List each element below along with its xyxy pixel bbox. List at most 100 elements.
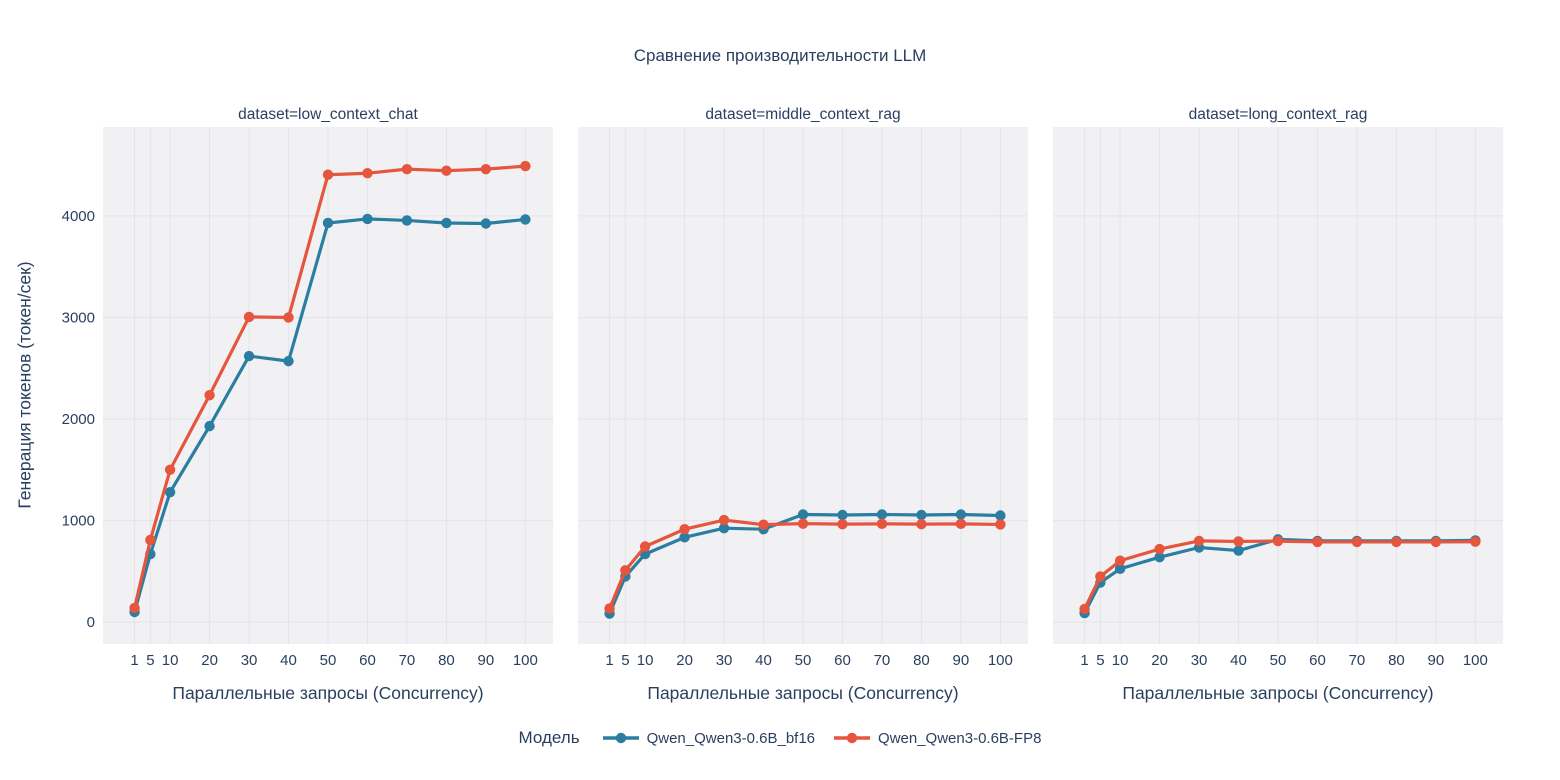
data-point-bf16 — [204, 420, 215, 432]
y-tick-label: 0 — [87, 614, 95, 631]
data-point-bf16 — [876, 509, 888, 520]
x-tick-label: 30 — [241, 652, 258, 669]
data-point-bf16 — [837, 509, 848, 521]
legend-entry-fp8[interactable]: Qwen_Qwen3-0.6B-FP8 — [833, 730, 1041, 747]
x-tick-label: 80 — [438, 652, 455, 669]
x-tick-label: 20 — [201, 652, 218, 669]
x-tick-label: 1 — [1080, 652, 1088, 669]
data-point-bf16 — [955, 509, 967, 520]
y-tick-label: 3000 — [62, 309, 95, 326]
data-point-bf16 — [243, 350, 255, 362]
data-point-fp8 — [916, 518, 927, 530]
x-tick-label: 1 — [605, 652, 613, 669]
x-tick-label: 1 — [130, 652, 138, 669]
x-tick-label: 5 — [1096, 652, 1104, 669]
x-tick-label: 30 — [716, 652, 733, 669]
data-point-fp8 — [679, 524, 690, 535]
data-point-fp8 — [718, 514, 730, 526]
data-point-fp8 — [1154, 543, 1165, 555]
data-point-bf16 — [679, 532, 690, 543]
data-point-bf16 — [995, 510, 1006, 521]
data-point-bf16 — [164, 486, 176, 498]
legend: Модель Qwen_Qwen3-0.6B_bf16 Qwen_Qwen3-0… — [0, 728, 1560, 748]
data-point-bf16 — [718, 523, 730, 534]
data-point-fp8 — [1351, 536, 1363, 548]
data-point-fp8 — [480, 163, 492, 175]
x-tick-label: 40 — [1230, 652, 1247, 669]
data-point-fp8 — [620, 565, 631, 576]
facet-title-long-context-rag: dataset=long_context_rag — [1188, 106, 1368, 123]
x-tick-label: 10 — [637, 652, 654, 669]
data-point-fp8 — [837, 518, 848, 530]
data-point-bf16 — [322, 217, 334, 229]
data-point-bf16 — [797, 509, 809, 520]
x-axis-title-1: Параллельные запросы (Concurrency) — [172, 683, 484, 703]
data-point-bf16 — [1154, 551, 1165, 563]
data-point-fp8 — [1312, 536, 1323, 548]
x-tick-label: 5 — [146, 652, 154, 669]
data-point-fp8 — [1470, 536, 1481, 547]
x-tick-label: 50 — [320, 652, 337, 669]
data-point-fp8 — [362, 168, 373, 179]
legend-title: Модель — [518, 728, 580, 747]
data-point-fp8 — [164, 464, 176, 476]
x-tick-label: 50 — [1270, 652, 1287, 669]
legend-label-bf16: Qwen_Qwen3-0.6B_bf16 — [646, 729, 816, 747]
chart-title: Сравнение производительности LLM — [633, 46, 927, 65]
x-tick-label: 70 — [874, 652, 891, 669]
y-tick-label: 1000 — [62, 513, 95, 530]
x-tick-label: 5 — [621, 652, 629, 669]
x-tick-label: 40 — [280, 652, 297, 669]
data-point-fp8 — [204, 389, 215, 401]
x-tick-label: 40 — [755, 652, 772, 669]
x-tick-label: 80 — [913, 652, 930, 669]
data-point-fp8 — [1391, 536, 1402, 548]
legend-entry-bf16[interactable]: Qwen_Qwen3-0.6B_bf16 — [602, 730, 815, 747]
data-point-fp8 — [129, 602, 140, 614]
legend-label-fp8: Qwen_Qwen3-0.6B-FP8 — [878, 729, 1042, 747]
data-point-fp8 — [995, 519, 1006, 530]
data-point-fp8 — [520, 160, 531, 172]
series-line-fp8 — [133, 164, 526, 609]
data-point-fp8 — [1233, 536, 1244, 547]
x-tick-label: 90 — [478, 652, 495, 669]
data-point-fp8 — [758, 519, 769, 530]
x-tick-label: 60 — [1309, 652, 1326, 669]
x-tick-label: 100 — [988, 652, 1013, 669]
data-point-fp8 — [1114, 555, 1126, 566]
x-axis-title-3: Параллельные запросы (Concurrency) — [1122, 683, 1434, 703]
data-point-bf16 — [1114, 563, 1126, 575]
data-point-fp8 — [876, 518, 888, 530]
y-axis-title-text: Генерация токенов (токен/сек) — [14, 261, 35, 509]
data-point-bf16 — [916, 509, 927, 521]
series-line-bf16 — [133, 217, 526, 613]
data-point-fp8 — [1193, 535, 1205, 547]
x-tick-label: 80 — [1388, 652, 1405, 669]
y-tick-label: 4000 — [62, 208, 95, 225]
data-point-bf16 — [1233, 545, 1244, 556]
facet-title-low-context-chat: dataset=low_context_chat — [238, 106, 418, 123]
data-point-bf16 — [520, 214, 531, 225]
data-point-bf16 — [362, 213, 373, 225]
data-point-bf16 — [480, 218, 492, 229]
x-tick-label: 100 — [513, 652, 538, 669]
x-tick-label: 10 — [162, 652, 179, 669]
data-point-fp8 — [1272, 535, 1284, 547]
x-tick-label: 60 — [834, 652, 851, 669]
y-tick-label: 2000 — [62, 411, 95, 428]
data-point-fp8 — [955, 518, 967, 530]
data-point-bf16 — [441, 217, 452, 229]
x-axis-title-2: Параллельные запросы (Concurrency) — [647, 683, 959, 703]
data-point-fp8 — [1095, 571, 1106, 582]
x-tick-label: 30 — [1191, 652, 1208, 669]
data-point-fp8 — [243, 311, 255, 323]
x-tick-label: 10 — [1112, 652, 1129, 669]
x-tick-label: 20 — [1151, 652, 1168, 669]
legend-swatch-fp8-icon — [834, 732, 871, 744]
x-tick-label: 90 — [1428, 652, 1445, 669]
data-point-fp8 — [1430, 536, 1442, 548]
data-point-fp8 — [797, 518, 809, 529]
data-point-fp8 — [283, 312, 294, 323]
